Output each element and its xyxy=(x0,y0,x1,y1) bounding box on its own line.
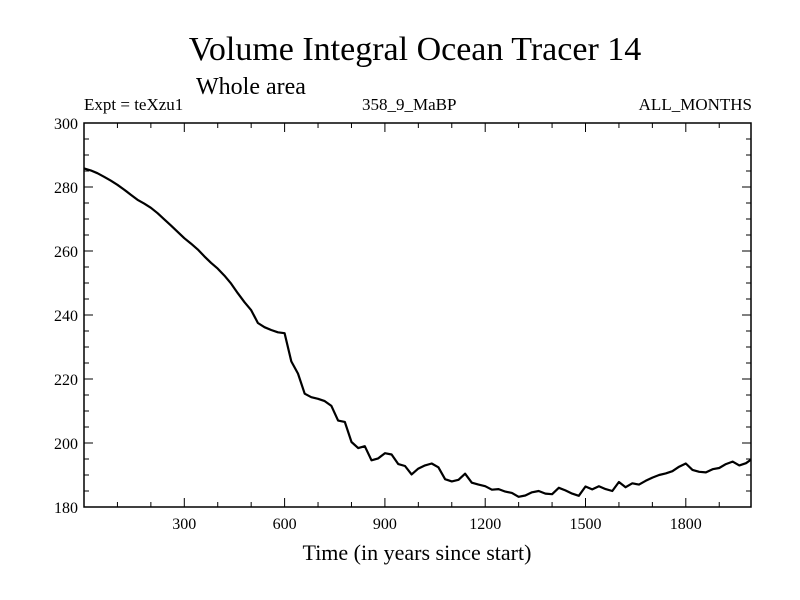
y-tick-label: 300 xyxy=(54,116,78,133)
y-tick-label: 280 xyxy=(54,180,78,197)
y-tick-label: 200 xyxy=(54,436,78,453)
chart-subtitle: Whole area xyxy=(196,74,306,100)
period-label: 358_9_MaBP xyxy=(362,95,456,114)
axis-tick-labels: 180 200 220 240 260 280 300 300 600 900 1200 1500 18… xyxy=(54,116,702,533)
x-tick-label: 1800 xyxy=(670,516,702,533)
chart-title: Volume Integral Ocean Tracer 14 xyxy=(189,31,642,68)
x-tick-label: 1500 xyxy=(570,516,602,533)
experiment-label: Expt = teXzu1 xyxy=(84,95,183,114)
months-label: ALL_MONTHS xyxy=(639,95,752,114)
y-tick-label: 180 xyxy=(54,500,78,517)
y-tick-label: 260 xyxy=(54,244,78,261)
series-line xyxy=(83,167,752,498)
y-tick-label: 240 xyxy=(54,308,78,325)
x-tick-label: 600 xyxy=(273,516,297,533)
plot-frame xyxy=(83,122,752,508)
x-axis-label: Time (in years since start) xyxy=(303,540,532,565)
x-tick-label: 1200 xyxy=(469,516,501,533)
y-tick-label: 220 xyxy=(54,372,78,389)
x-tick-label: 300 xyxy=(172,516,196,533)
x-tick-label: 900 xyxy=(373,516,397,533)
